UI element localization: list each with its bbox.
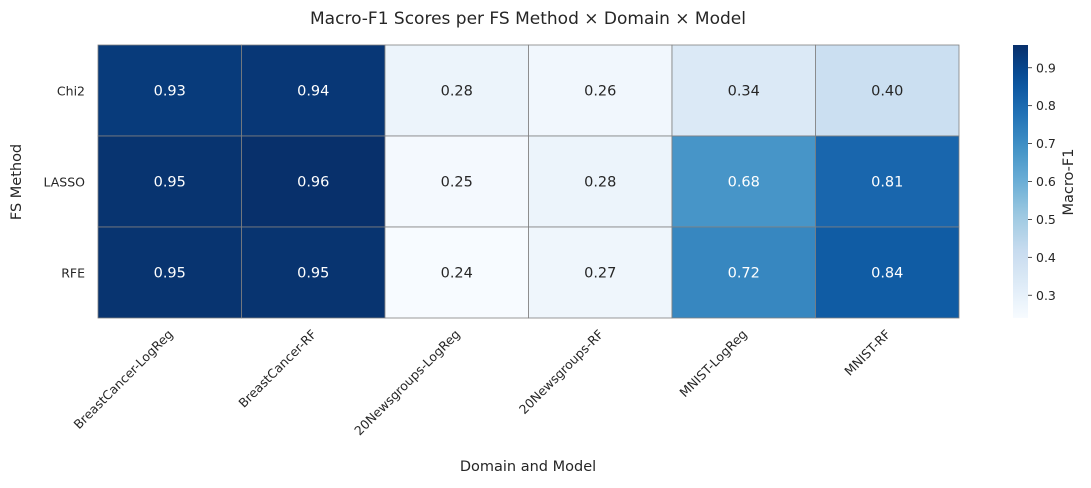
cell-value-label: 0.95	[297, 266, 329, 282]
x-tick-label: MNIST-LogReg	[676, 327, 749, 400]
heatmap-cell-chi2-mnist-rf	[815, 44, 960, 137]
x-tick-labels: BreastCancer-LogReg BreastCancer-RF 20News…	[71, 327, 894, 439]
colorbar-tick-label: 0.5	[1036, 212, 1056, 227]
colorbar-tick-label: 0.7	[1036, 136, 1056, 151]
cell-value-label: 0.28	[584, 175, 616, 191]
cell-value-label: 0.24	[441, 266, 473, 282]
cell-value-label: 0.27	[584, 266, 616, 282]
x-tick-label: 20Newsgroups-RF	[516, 327, 606, 417]
x-tick-label: 20Newsgroups-LogReg	[351, 327, 463, 439]
y-axis-label: FS Method	[9, 144, 25, 220]
heatmap-cell-rfe-20newsgroups-logreg	[384, 226, 529, 319]
cell-value-label: 0.93	[154, 84, 186, 100]
cell-value-label: 0.84	[871, 266, 903, 282]
cell-value-label: 0.40	[871, 84, 903, 100]
heatmap-cell-lasso-mnist-rf	[815, 135, 960, 228]
cell-value-label: 0.34	[728, 84, 760, 100]
colorbar-gradient	[1013, 45, 1028, 318]
colorbar-tick-label: 0.4	[1036, 250, 1056, 265]
heatmap-cell-rfe-mnist-logreg	[671, 226, 816, 319]
x-axis-label: Domain and Model	[460, 459, 596, 475]
heatmap-cell-chi2-20newsgroups-logreg	[384, 44, 529, 137]
heatmap-cell-labels: 0.93 0.94 0.28 0.26 0.34 0.40 0.95 0.96 0.25 0.28…	[154, 84, 904, 282]
y-tick-label: RFE	[61, 266, 85, 281]
heatmap-cell-rfe-mnist-rf	[815, 226, 960, 319]
cell-value-label: 0.28	[441, 84, 473, 100]
colorbar-tick-label: 0.6	[1036, 174, 1056, 189]
colorbar-label: Macro-F1	[1061, 149, 1077, 216]
cell-value-label: 0.26	[584, 84, 616, 100]
heatmap-cell-chi2-breastcancer-rf	[241, 44, 386, 137]
heatmap-cell-chi2-mnist-logreg	[671, 44, 816, 137]
x-tick-label: BreastCancer-RF	[235, 327, 319, 411]
x-tick-label: BreastCancer-LogReg	[71, 327, 176, 432]
heatmap-cell-chi2-breastcancer-logreg	[97, 44, 242, 137]
y-tick-label: Chi2	[57, 84, 85, 99]
heatmap-cell-chi2-20newsgroups-rf	[528, 44, 673, 137]
x-tick-label: MNIST-RF	[841, 327, 893, 379]
colorbar-tick-label: 0.3	[1036, 288, 1056, 303]
cell-value-label: 0.94	[297, 84, 329, 100]
colorbar-tick-label: 0.9	[1036, 60, 1056, 75]
cell-value-label: 0.96	[297, 175, 329, 191]
y-tick-labels: Chi2 LASSO RFE	[43, 84, 85, 281]
heatmap-cell-rfe-20newsgroups-rf	[528, 226, 673, 319]
heatmap-cell-rfe-breastcancer-rf	[241, 226, 386, 319]
cell-value-label: 0.25	[441, 175, 473, 191]
colorbar: 0.3 0.4 0.5 0.6 0.7 0.8 0.9 Macro-F1	[1013, 45, 1077, 318]
colorbar-ticks: 0.3 0.4 0.5 0.6 0.7 0.8 0.9	[1028, 60, 1056, 303]
cell-value-label: 0.95	[154, 266, 186, 282]
cell-value-label: 0.72	[728, 266, 760, 282]
cell-value-label: 0.81	[871, 175, 903, 191]
cell-value-label: 0.95	[154, 175, 186, 191]
heatmap-cell-lasso-breastcancer-rf	[241, 135, 386, 228]
heatmap-cell-rfe-breastcancer-logreg	[97, 226, 242, 319]
cell-value-label: 0.68	[728, 175, 760, 191]
chart-title: Macro-F1 Scores per FS Method × Domain ×…	[310, 9, 746, 29]
y-tick-label: LASSO	[43, 175, 85, 190]
heatmap-cells	[97, 44, 960, 319]
colorbar-tick-label: 0.8	[1036, 98, 1056, 113]
heatmap-cell-lasso-20newsgroups-rf	[528, 135, 673, 228]
